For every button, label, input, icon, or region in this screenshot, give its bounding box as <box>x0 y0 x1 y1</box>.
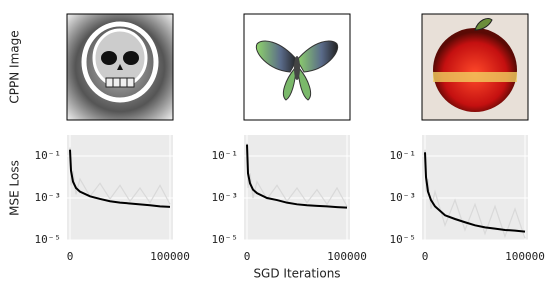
loss-line <box>246 144 348 209</box>
y-tick-label: 10⁻³ <box>212 191 239 204</box>
x-axis-label: SGD Iterations <box>253 267 340 281</box>
plot-background <box>67 135 173 240</box>
y-tick-label: 10⁻⁵ <box>212 233 239 246</box>
loss-line <box>424 149 526 239</box>
y-tick-label: 10⁻³ <box>390 191 417 204</box>
cppn-image <box>66 13 174 121</box>
x-tick-label: 0 <box>244 250 251 263</box>
x-tick-label: 100000 <box>505 250 545 263</box>
row-label: CPPN Image <box>8 30 22 103</box>
loss-plot: 10⁻¹ 10⁻³ 10⁻⁵ 0 100000 <box>212 135 367 263</box>
y-tick-label: 10⁻¹ <box>212 149 239 162</box>
y-tick-label: 10⁻¹ <box>390 149 417 162</box>
x-tick-label: 100000 <box>327 250 367 263</box>
cppn-image <box>421 13 529 121</box>
loss-plot: 10⁻¹ 10⁻³ 10⁻⁵ 0 100000 <box>390 135 545 263</box>
y-tick-label: 10⁻⁵ <box>390 233 417 246</box>
y-tick-label: 10⁻³ <box>35 191 62 204</box>
x-tick-label: 100000 <box>150 250 190 263</box>
cppn-image <box>243 13 351 121</box>
x-tick-label: 0 <box>422 250 429 263</box>
loss-line <box>69 149 171 208</box>
y-tick-label: 10⁻¹ <box>35 149 62 162</box>
loss-plot: 10⁻¹ 10⁻³ 10⁻⁵ 0 100000 <box>35 135 190 263</box>
plot-background <box>422 135 528 240</box>
y-axis-label: MSE Loss <box>8 160 22 216</box>
y-tick-label: 10⁻⁵ <box>35 233 62 246</box>
loss-line <box>246 143 348 207</box>
loss-line <box>424 152 526 233</box>
x-tick-label: 0 <box>67 250 74 263</box>
loss-line <box>69 147 171 205</box>
